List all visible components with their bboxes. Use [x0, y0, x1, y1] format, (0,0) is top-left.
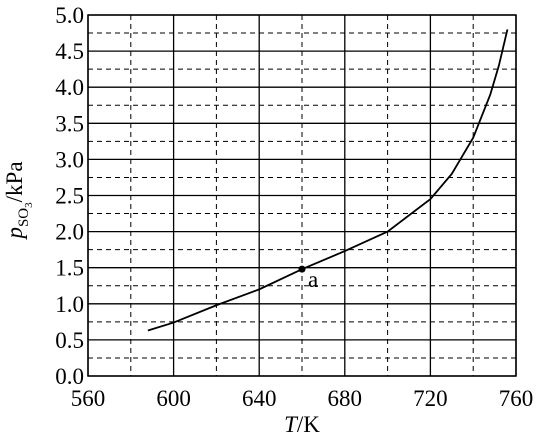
- x-label-unit: /K: [297, 412, 320, 437]
- y-tick-label: 2.5: [55, 184, 84, 209]
- point-label: a: [308, 267, 318, 292]
- plot-frame: [87, 14, 517, 377]
- y-label-symbol: p: [2, 227, 27, 241]
- x-tick-label: 680: [328, 386, 363, 411]
- y-tick-label: 3.5: [55, 111, 84, 136]
- x-tick-label: 720: [413, 386, 448, 411]
- x-label-symbol: T: [284, 412, 299, 437]
- x-tick-label: 640: [242, 386, 277, 411]
- y-tick-label: 4.5: [55, 39, 84, 64]
- point-marker: [298, 265, 306, 273]
- y-label-unit: /kPa: [2, 161, 27, 202]
- y-label-sub: SO: [16, 208, 32, 227]
- x-tick-label: 600: [156, 386, 191, 411]
- y-tick-label: 5.0: [55, 3, 84, 28]
- x-tick-label: 760: [499, 386, 534, 411]
- y-tick-label: 0.5: [55, 328, 84, 353]
- x-tick-label: 560: [71, 386, 106, 411]
- y-tick-label: 4.0: [55, 75, 84, 100]
- y-label-subsub: 3: [23, 202, 35, 208]
- y-tick-label: 1.5: [55, 256, 84, 281]
- y-tick-label: 2.0: [55, 220, 84, 245]
- data-line: [147, 29, 509, 332]
- y-axis-label: pSO3/kPa: [2, 161, 35, 240]
- y-tick-label: 3.0: [55, 147, 84, 172]
- y-tick-label: 0.0: [55, 364, 84, 389]
- y-tick-label: 1.0: [55, 292, 84, 317]
- x-axis-label: T/K: [284, 412, 320, 437]
